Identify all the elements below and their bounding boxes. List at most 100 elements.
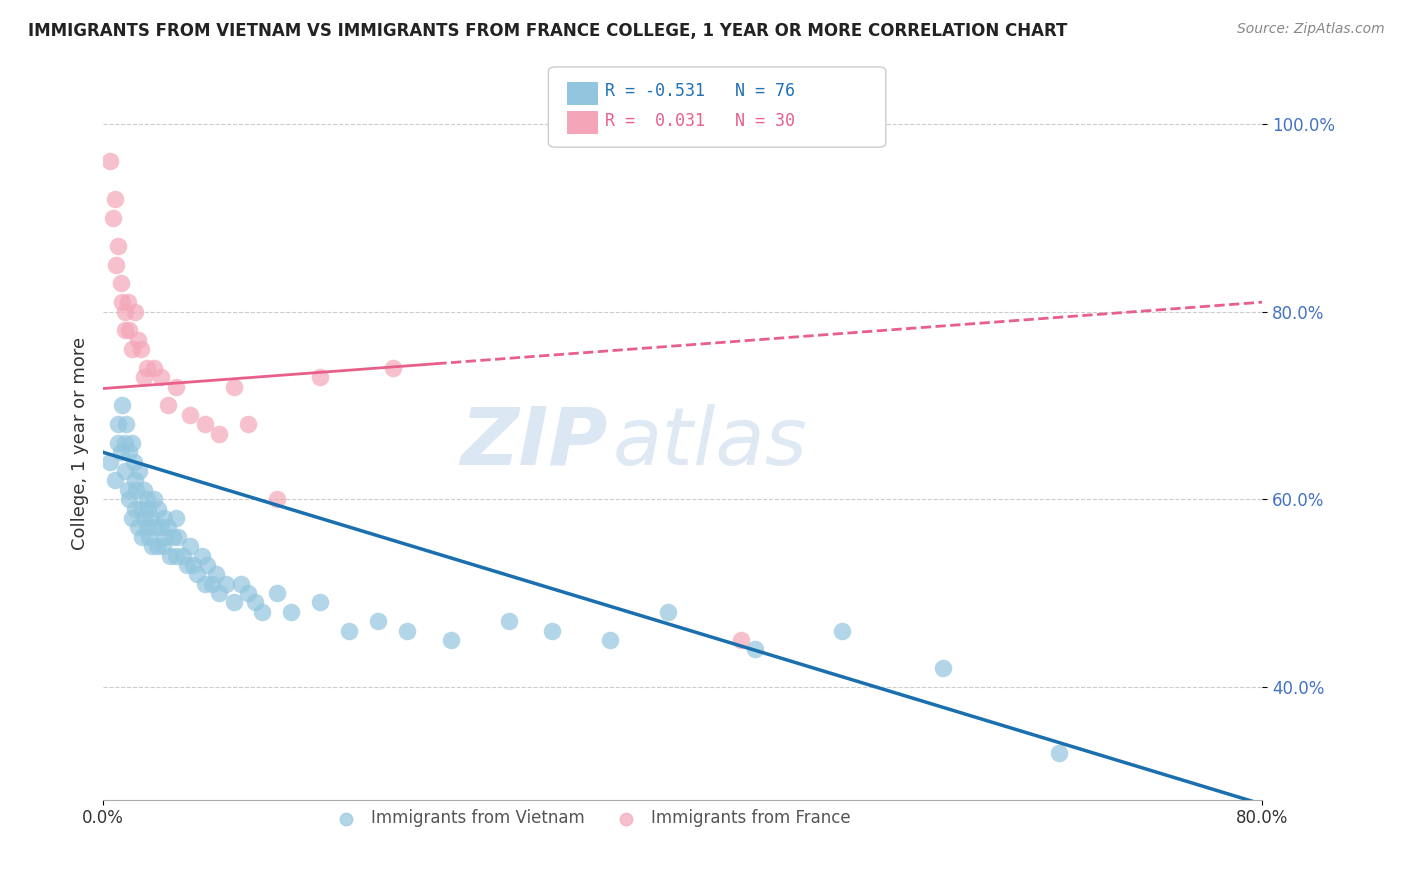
Point xyxy=(118,492,141,507)
Point xyxy=(122,455,145,469)
Point xyxy=(135,520,157,534)
Point xyxy=(115,417,138,432)
Point xyxy=(150,520,173,534)
Point xyxy=(165,549,187,563)
Point xyxy=(114,304,136,318)
Point xyxy=(236,417,259,432)
Point xyxy=(107,239,129,253)
Point xyxy=(143,520,166,534)
Point xyxy=(136,501,159,516)
Point xyxy=(124,304,146,318)
Point xyxy=(309,370,332,384)
Point xyxy=(114,464,136,478)
Point xyxy=(167,530,190,544)
Point xyxy=(110,277,132,291)
Text: R = -0.531   N = 76: R = -0.531 N = 76 xyxy=(605,82,794,100)
Text: ZIP: ZIP xyxy=(460,404,607,482)
Point xyxy=(111,295,134,310)
Point xyxy=(114,323,136,337)
Point xyxy=(127,333,149,347)
Point xyxy=(104,192,127,206)
Point xyxy=(153,511,176,525)
Point xyxy=(117,483,139,497)
Point xyxy=(124,501,146,516)
Point xyxy=(266,492,288,507)
Point xyxy=(1047,746,1070,760)
Point xyxy=(181,558,204,572)
Point xyxy=(236,586,259,600)
Point xyxy=(831,624,853,638)
Point xyxy=(193,576,215,591)
Point xyxy=(129,342,152,356)
Y-axis label: College, 1 year or more: College, 1 year or more xyxy=(72,336,89,549)
Point xyxy=(193,417,215,432)
Point xyxy=(162,530,184,544)
Point xyxy=(152,539,174,553)
Point xyxy=(730,632,752,647)
Point xyxy=(367,614,389,628)
Point xyxy=(165,511,187,525)
Point xyxy=(107,436,129,450)
Point xyxy=(118,323,141,337)
Point xyxy=(339,624,361,638)
Point xyxy=(145,539,167,553)
Text: Source: ZipAtlas.com: Source: ZipAtlas.com xyxy=(1237,22,1385,37)
Point xyxy=(138,530,160,544)
Point xyxy=(117,295,139,310)
Point xyxy=(381,360,404,375)
Point xyxy=(157,398,180,412)
Point xyxy=(128,464,150,478)
Point xyxy=(129,501,152,516)
Point xyxy=(121,511,143,525)
Point xyxy=(148,501,170,516)
Point xyxy=(139,511,162,525)
Point xyxy=(165,379,187,393)
Text: R =  0.031   N = 30: R = 0.031 N = 30 xyxy=(605,112,794,130)
Point xyxy=(141,539,163,553)
Point xyxy=(280,605,302,619)
Point xyxy=(100,154,122,169)
Point xyxy=(266,586,288,600)
Point xyxy=(190,549,212,563)
Point xyxy=(135,492,157,507)
Point xyxy=(150,370,173,384)
Point xyxy=(105,258,128,272)
Point xyxy=(222,379,245,393)
Point xyxy=(599,632,621,647)
Point xyxy=(142,360,165,375)
Point xyxy=(110,445,132,459)
Point xyxy=(121,436,143,450)
Text: IMMIGRANTS FROM VIETNAM VS IMMIGRANTS FROM FRANCE COLLEGE, 1 YEAR OR MORE CORREL: IMMIGRANTS FROM VIETNAM VS IMMIGRANTS FR… xyxy=(28,22,1067,40)
Point xyxy=(186,567,208,582)
Point xyxy=(215,576,238,591)
Point xyxy=(176,558,198,572)
Point xyxy=(205,567,228,582)
Point xyxy=(132,483,155,497)
Point xyxy=(118,445,141,459)
Point xyxy=(124,474,146,488)
Point xyxy=(114,436,136,450)
Point xyxy=(744,642,766,657)
Point xyxy=(100,455,122,469)
Point xyxy=(121,342,143,356)
Point xyxy=(541,624,564,638)
Point xyxy=(172,549,194,563)
Point xyxy=(208,586,231,600)
Point xyxy=(932,661,955,675)
Point xyxy=(396,624,419,638)
Point xyxy=(104,474,127,488)
Point xyxy=(252,605,274,619)
Point xyxy=(229,576,252,591)
Point xyxy=(125,483,148,497)
Point xyxy=(131,530,153,544)
Point xyxy=(159,549,181,563)
Point xyxy=(309,595,332,609)
Point xyxy=(201,576,224,591)
Point xyxy=(498,614,520,628)
Point xyxy=(208,426,231,441)
Point xyxy=(132,370,155,384)
Legend: Immigrants from Vietnam, Immigrants from France: Immigrants from Vietnam, Immigrants from… xyxy=(322,803,858,834)
Point xyxy=(179,539,201,553)
Point xyxy=(157,520,180,534)
Point xyxy=(245,595,267,609)
